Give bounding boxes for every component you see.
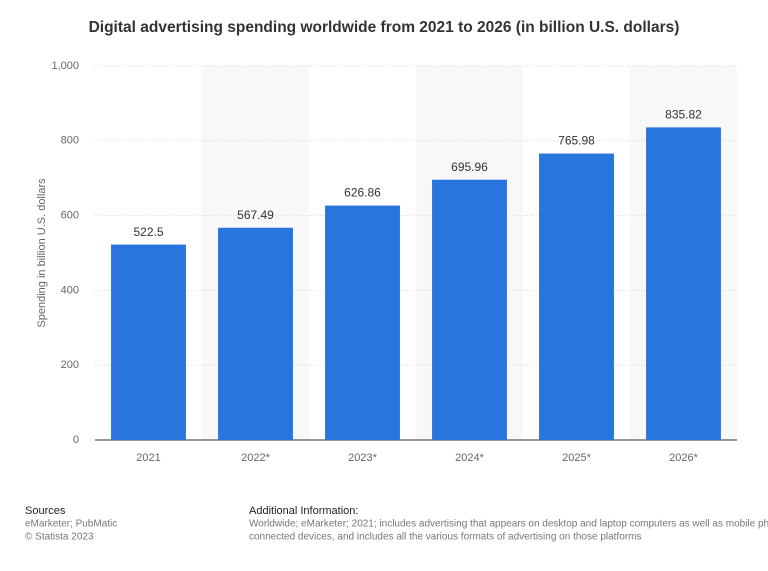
- x-tick-label: 2026*: [669, 452, 698, 464]
- value-label: 522.5: [133, 225, 163, 239]
- value-label: 765.98: [558, 134, 595, 148]
- source-line: © Statista 2023: [25, 532, 94, 543]
- y-tick-label: 800: [61, 135, 79, 147]
- bar: [646, 127, 721, 440]
- value-label: 835.82: [665, 108, 702, 122]
- y-tick-label: 200: [61, 359, 79, 371]
- bar: [432, 179, 507, 441]
- info-line: Worldwide; eMarketer; 2021; includes adv…: [249, 519, 768, 530]
- sources-heading: Sources: [25, 505, 66, 517]
- y-axis-label: Spending in billion U.S. dollars: [36, 178, 48, 328]
- x-tick-label: 2024*: [455, 452, 484, 464]
- y-tick-label: 600: [61, 210, 79, 222]
- x-tick-label: 2022*: [241, 452, 270, 464]
- chart-title: Digital advertising spending worldwide f…: [89, 19, 680, 36]
- y-tick-label: 1,000: [51, 60, 79, 72]
- value-label: 567.49: [237, 208, 274, 222]
- x-tick-label: 2025*: [562, 452, 591, 464]
- info-heading: Additional Information:: [249, 505, 358, 517]
- y-tick-label: 0: [73, 434, 79, 446]
- source-line: eMarketer; PubMatic: [25, 519, 117, 530]
- bar: [539, 153, 614, 440]
- value-label: 695.96: [451, 160, 488, 174]
- y-tick-label: 400: [61, 284, 79, 296]
- x-tick-label: 2023*: [348, 452, 377, 464]
- bar: [111, 244, 186, 440]
- bar: [325, 205, 400, 440]
- info-line: connected devices, and includes all the …: [249, 532, 641, 543]
- bar: [218, 227, 293, 440]
- x-tick-label: 2021: [136, 452, 160, 464]
- value-label: 626.86: [344, 186, 381, 200]
